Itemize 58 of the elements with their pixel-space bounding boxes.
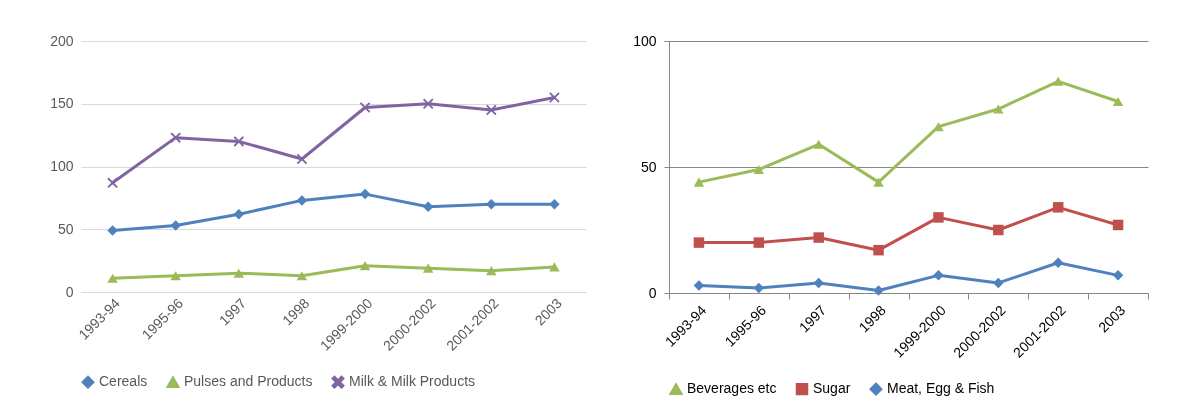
point — [549, 92, 560, 103]
point — [549, 262, 560, 272]
legend-label: Cereals — [99, 373, 148, 390]
point — [170, 271, 181, 281]
point — [933, 212, 944, 223]
y-tick-label: 100 — [50, 158, 74, 174]
point — [296, 195, 308, 206]
point — [107, 177, 118, 189]
point — [359, 261, 371, 271]
point — [549, 198, 560, 210]
point — [813, 277, 824, 289]
legend-label: Milk & Milk Products — [349, 373, 476, 390]
point — [486, 266, 497, 276]
point — [170, 220, 181, 231]
point — [933, 270, 944, 281]
y-tick-label: 50 — [640, 158, 657, 175]
point — [993, 104, 1004, 114]
point — [1052, 202, 1064, 213]
point — [693, 237, 705, 248]
point — [1052, 76, 1064, 86]
point — [693, 280, 705, 291]
point — [993, 224, 1004, 236]
point — [1112, 96, 1124, 107]
legend-label: Pulses and Products — [184, 373, 313, 390]
point — [422, 98, 434, 109]
point — [753, 164, 765, 175]
point — [873, 177, 884, 187]
point — [753, 237, 765, 248]
point — [422, 263, 434, 273]
y-tick-label: 200 — [50, 32, 74, 49]
point — [233, 136, 245, 147]
y-tick-label: 100 — [633, 32, 657, 49]
legend-label: Beverages etc — [687, 380, 777, 397]
point — [233, 208, 245, 220]
y-tick-label: 50 — [57, 220, 74, 237]
point — [1112, 270, 1124, 281]
point — [1052, 257, 1064, 268]
point — [813, 232, 824, 243]
y-tick-label: 150 — [50, 95, 74, 112]
point — [693, 177, 705, 187]
point — [170, 132, 181, 143]
point — [993, 277, 1004, 289]
point — [233, 268, 245, 278]
point — [486, 198, 497, 210]
point — [296, 153, 308, 165]
legend-label: Meat, Egg & Fish — [887, 380, 995, 397]
point — [933, 122, 944, 132]
point — [1112, 219, 1124, 231]
y-tick-label: 0 — [65, 283, 74, 300]
point — [873, 244, 884, 256]
y-tick-label: 0 — [648, 284, 657, 301]
point — [107, 225, 118, 236]
point — [486, 104, 497, 116]
point — [873, 285, 884, 296]
legend-label: Sugar — [813, 380, 851, 397]
point — [107, 273, 118, 283]
point — [813, 139, 824, 149]
point — [296, 271, 308, 281]
